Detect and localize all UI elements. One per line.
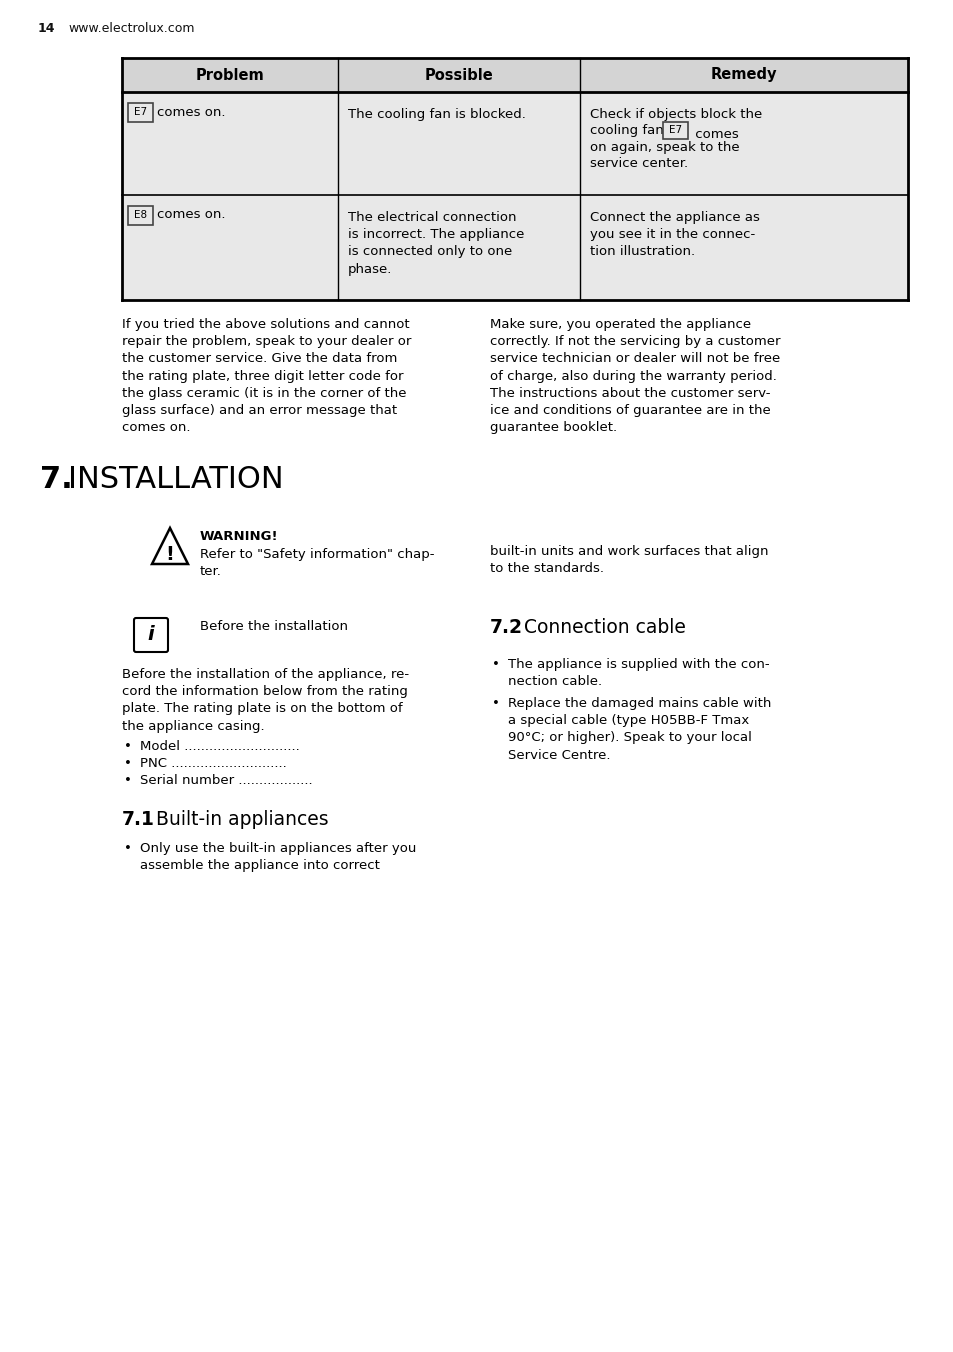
Text: If you tried the above solutions and cannot
repair the problem, speak to your de: If you tried the above solutions and can… [122,318,411,434]
Text: Possible: Possible [424,68,493,82]
Text: WARNING!: WARNING! [200,530,278,544]
Text: Connect the appliance as
you see it in the connec-
tion illustration.: Connect the appliance as you see it in t… [589,211,760,258]
Text: www.electrolux.com: www.electrolux.com [68,22,194,35]
FancyBboxPatch shape [133,618,168,652]
Text: Check if objects block the: Check if objects block the [589,108,761,120]
Text: 7.: 7. [40,465,72,493]
Text: on again, speak to the: on again, speak to the [589,141,739,154]
Text: Make sure, you operated the appliance
correctly. If not the servicing by a custo: Make sure, you operated the appliance co… [490,318,780,434]
Text: Replace the damaged mains cable with
a special cable (type H05BB-F Tmax
90°C; or: Replace the damaged mains cable with a s… [507,698,771,761]
Text: E7: E7 [134,107,148,118]
Text: Remedy: Remedy [710,68,777,82]
Text: cooling fan. If: cooling fan. If [589,124,684,137]
Text: comes on.: comes on. [157,105,225,119]
Text: PNC ............................: PNC ............................ [140,757,287,771]
Text: The electrical connection
is incorrect. The appliance
is connected only to one
p: The electrical connection is incorrect. … [348,211,524,276]
Text: The appliance is supplied with the con-
nection cable.: The appliance is supplied with the con- … [507,658,769,688]
FancyBboxPatch shape [662,122,688,138]
Text: •: • [492,658,499,671]
Text: INSTALLATION: INSTALLATION [68,465,283,493]
FancyBboxPatch shape [129,206,153,224]
Text: •: • [124,757,132,771]
Bar [122,195,907,300]
Text: Connection cable: Connection cable [517,618,685,637]
Text: 7.1: 7.1 [122,810,154,829]
Text: Serial number ..................: Serial number .................. [140,773,313,787]
Text: i: i [148,626,154,645]
Bar [122,92,907,195]
Text: Refer to "Safety information" chap-
ter.: Refer to "Safety information" chap- ter. [200,548,434,579]
Text: Model ............................: Model ............................ [140,740,299,753]
Text: !: ! [166,545,174,564]
Text: Only use the built-in appliances after you
assemble the appliance into correct: Only use the built-in appliances after y… [140,842,416,872]
Text: The cooling fan is blocked.: The cooling fan is blocked. [348,108,525,120]
Text: 14: 14 [38,22,55,35]
Text: Before the installation: Before the installation [200,619,348,633]
Text: Problem: Problem [195,68,264,82]
Text: •: • [124,842,132,854]
Polygon shape [152,529,188,564]
Text: E8: E8 [134,210,148,220]
Bar [122,58,907,92]
Text: built-in units and work surfaces that align
to the standards.: built-in units and work surfaces that al… [490,545,768,575]
Text: •: • [124,740,132,753]
Text: comes on.: comes on. [157,208,225,222]
Text: E7: E7 [669,124,681,135]
Text: service center.: service center. [589,157,687,170]
Text: •: • [492,698,499,710]
Text: comes: comes [690,128,738,141]
FancyBboxPatch shape [129,103,153,122]
Text: •: • [124,773,132,787]
Text: 7.2: 7.2 [490,618,522,637]
Text: Before the installation of the appliance, re-
cord the information below from th: Before the installation of the appliance… [122,668,409,733]
Text: Built-in appliances: Built-in appliances [150,810,328,829]
